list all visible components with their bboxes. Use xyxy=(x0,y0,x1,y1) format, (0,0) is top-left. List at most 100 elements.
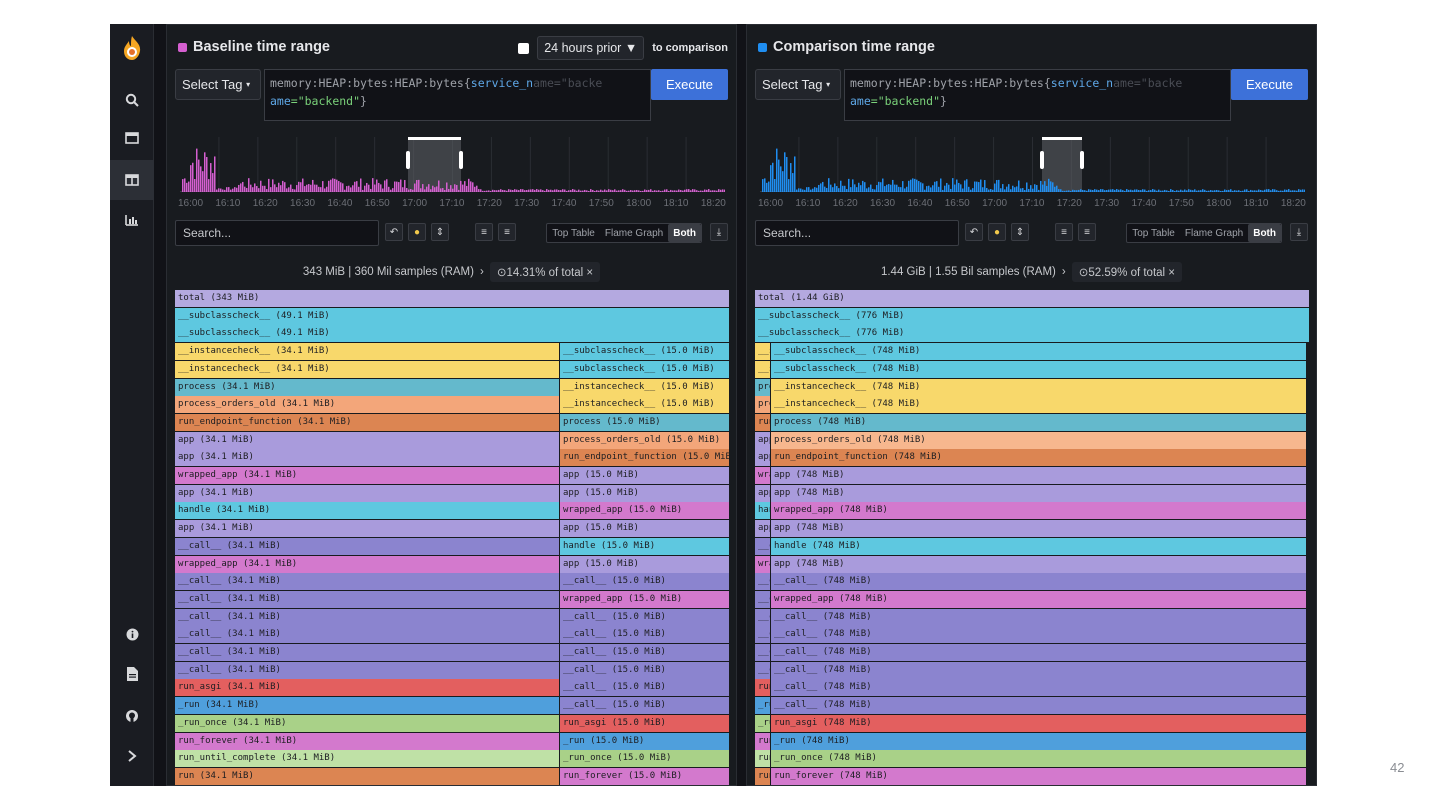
flame-frame[interactable]: total (343 MiB) xyxy=(175,290,730,307)
flame-frame[interactable]: run (34.1 MiB) xyxy=(175,767,560,785)
focus-badge[interactable]: ⊙14.31% of total × xyxy=(489,262,601,282)
flame-frame[interactable]: __subclasscheck__ (49.1 MiB) xyxy=(175,325,730,343)
flame-frame[interactable]: __call__ xyxy=(755,590,771,608)
flame-frame[interactable]: __call__ xyxy=(755,537,771,555)
flame-frame[interactable]: __instancecheck__ (748 MiB) xyxy=(771,378,1307,396)
focus-badge[interactable]: ⊙52.59% of total × xyxy=(1071,262,1183,282)
info-icon[interactable] xyxy=(110,614,154,654)
reset-view-icon[interactable]: ↶ xyxy=(965,223,983,241)
flame-frame[interactable]: app (748 MiB) xyxy=(771,555,1307,573)
flame-frame[interactable]: __call__ xyxy=(755,661,771,679)
execute-button[interactable]: Execute xyxy=(651,69,728,100)
flame-frame[interactable]: run_forever xyxy=(755,732,771,750)
flame-frame[interactable]: process (34.1 MiB) xyxy=(175,378,560,396)
flame-frame[interactable]: __call__ (34.1 MiB) xyxy=(175,590,560,608)
flame-frame[interactable]: run_endpoint_function xyxy=(755,413,771,431)
flame-frame[interactable]: __call__ xyxy=(755,626,771,644)
flame-frame[interactable]: __call__ (15.0 MiB) xyxy=(560,697,730,715)
timeline-chart[interactable] xyxy=(760,137,1305,192)
flame-frame[interactable]: run_until_complete (34.1 MiB) xyxy=(175,750,560,768)
flame-frame[interactable]: wrapped_app xyxy=(755,467,771,484)
flame-frame[interactable]: process (748 MiB) xyxy=(771,413,1307,431)
flame-frame[interactable]: __call__ xyxy=(755,608,771,626)
flame-frame[interactable]: app xyxy=(755,484,771,502)
flame-frame[interactable]: run_endpoint_function (15.0 MiB) xyxy=(560,449,730,467)
flame-frame[interactable]: __call__ (34.1 MiB) xyxy=(175,537,560,555)
flame-frame[interactable]: run_asgi (15.0 MiB) xyxy=(560,714,730,732)
flame-frame[interactable]: wrapped_app (15.0 MiB) xyxy=(560,590,730,608)
align-right-icon[interactable]: ≡ xyxy=(1078,223,1096,241)
flame-frame[interactable]: app (748 MiB) xyxy=(771,520,1307,538)
flame-frame[interactable]: run_forever (15.0 MiB) xyxy=(560,767,730,785)
flame-frame[interactable]: __subclasscheck__ xyxy=(755,360,771,378)
flame-frame[interactable]: __call__ (15.0 MiB) xyxy=(560,573,730,591)
sync-checkbox[interactable] xyxy=(518,42,530,54)
color-mode-icon[interactable]: ● xyxy=(408,223,426,241)
query-input[interactable]: memory:HEAP:bytes:HEAP:bytes{service_nam… xyxy=(844,69,1231,121)
flame-frame[interactable]: app (34.1 MiB) xyxy=(175,520,560,538)
flame-frame[interactable]: __instancecheck__ (748 MiB) xyxy=(771,396,1307,414)
flame-frame[interactable]: __call__ xyxy=(755,644,771,661)
time-range-select[interactable]: 24 hours prior ▼ xyxy=(537,36,645,60)
flame-frame[interactable]: handle (34.1 MiB) xyxy=(175,502,560,520)
flame-frame[interactable]: __call__ (34.1 MiB) xyxy=(175,573,560,591)
focus-close-icon[interactable]: × xyxy=(586,267,594,279)
flame-frame[interactable]: app (15.0 MiB) xyxy=(560,555,730,573)
flame-frame[interactable]: run_asgi (34.1 MiB) xyxy=(175,679,560,697)
docs-icon[interactable] xyxy=(110,654,154,694)
flame-frame[interactable]: _run (748 MiB) xyxy=(771,732,1307,750)
flame-frame[interactable]: __subclasscheck__ (776 MiB) xyxy=(755,325,1310,343)
flame-frame[interactable]: __instancecheck__ (34.1 MiB) xyxy=(175,360,560,378)
timeline-chart[interactable] xyxy=(180,137,725,192)
flame-frame[interactable]: app xyxy=(755,431,771,449)
query-input[interactable]: memory:HEAP:bytes:HEAP:bytes{service_nam… xyxy=(264,69,651,121)
flame-frame[interactable]: __call__ (748 MiB) xyxy=(771,644,1307,661)
flame-frame[interactable]: handle (15.0 MiB) xyxy=(560,537,730,555)
flame-frame[interactable]: run_forever (34.1 MiB) xyxy=(175,732,560,750)
flame-frame[interactable]: __subclasscheck__ (49.1 MiB) xyxy=(175,307,730,325)
flame-frame[interactable]: __call__ (748 MiB) xyxy=(771,626,1307,644)
flame-frame[interactable]: app (748 MiB) xyxy=(771,484,1307,502)
color-mode-icon[interactable]: ● xyxy=(988,223,1006,241)
reset-view-icon[interactable]: ↶ xyxy=(385,223,403,241)
flame-frame[interactable]: __call__ (748 MiB) xyxy=(771,608,1307,626)
execute-button[interactable]: Execute xyxy=(1231,69,1308,100)
flame-frame[interactable]: __call__ xyxy=(755,573,771,591)
download-icon[interactable]: ⤓ xyxy=(1290,223,1308,241)
sort-dropdown-icon[interactable]: ⇕ xyxy=(431,223,449,241)
flame-frame[interactable]: __call__ (34.1 MiB) xyxy=(175,644,560,661)
flame-frame[interactable]: app (748 MiB) xyxy=(771,467,1307,484)
search-input[interactable]: Search... xyxy=(755,220,959,246)
flame-frame[interactable]: __instancecheck__ (34.1 MiB) xyxy=(175,343,560,361)
align-left-icon[interactable]: ≡ xyxy=(475,223,493,241)
baseline-flamegraph[interactable]: total (343 MiB) __subclasscheck__ (49.1 M… xyxy=(175,290,730,786)
flame-frame[interactable]: __instancecheck__ (15.0 MiB) xyxy=(560,396,730,414)
select-tag-button[interactable]: Select Tag ▾ xyxy=(755,69,841,100)
focus-close-icon[interactable]: × xyxy=(1168,267,1176,279)
comparison-flamegraph[interactable]: total (1.44 GiB) __subclasscheck__ (776 M… xyxy=(755,290,1310,786)
tab-both[interactable]: Both xyxy=(668,224,701,242)
flame-frame[interactable]: wrapped_app xyxy=(755,555,771,573)
tab-top-table[interactable]: Top Table xyxy=(552,227,595,239)
align-left-icon[interactable]: ≡ xyxy=(1055,223,1073,241)
flame-frame[interactable]: __call__ (15.0 MiB) xyxy=(560,608,730,626)
flame-frame[interactable]: handle (748 MiB) xyxy=(771,537,1307,555)
flame-frame[interactable]: __subclasscheck__ (776 MiB) xyxy=(755,307,1310,325)
flame-frame[interactable]: __call__ (748 MiB) xyxy=(771,679,1307,697)
flame-frame[interactable]: app (34.1 MiB) xyxy=(175,431,560,449)
flame-frame[interactable]: run_endpoint_function (748 MiB) xyxy=(771,449,1307,467)
flame-frame[interactable]: __call__ (748 MiB) xyxy=(771,697,1307,715)
flame-frame[interactable]: __subclasscheck__ (15.0 MiB) xyxy=(560,360,730,378)
tab-flame-graph[interactable]: Flame Graph xyxy=(604,227,664,239)
flame-frame[interactable]: run xyxy=(755,767,771,785)
flame-frame[interactable]: process_orders_old (34.1 MiB) xyxy=(175,396,560,414)
flame-frame[interactable]: __subclasscheck__ xyxy=(755,343,771,361)
expand-icon[interactable] xyxy=(110,736,154,776)
flame-frame[interactable]: _run (34.1 MiB) xyxy=(175,697,560,715)
flame-frame[interactable]: __subclasscheck__ (748 MiB) xyxy=(771,343,1307,361)
flame-frame[interactable]: __call__ (748 MiB) xyxy=(771,661,1307,679)
flame-frame[interactable]: _run_once (34.1 MiB) xyxy=(175,714,560,732)
tab-top-table[interactable]: Top Table xyxy=(1132,227,1175,239)
flame-frame[interactable]: run_until_complete xyxy=(755,750,771,768)
flame-frame[interactable]: _run xyxy=(755,697,771,715)
